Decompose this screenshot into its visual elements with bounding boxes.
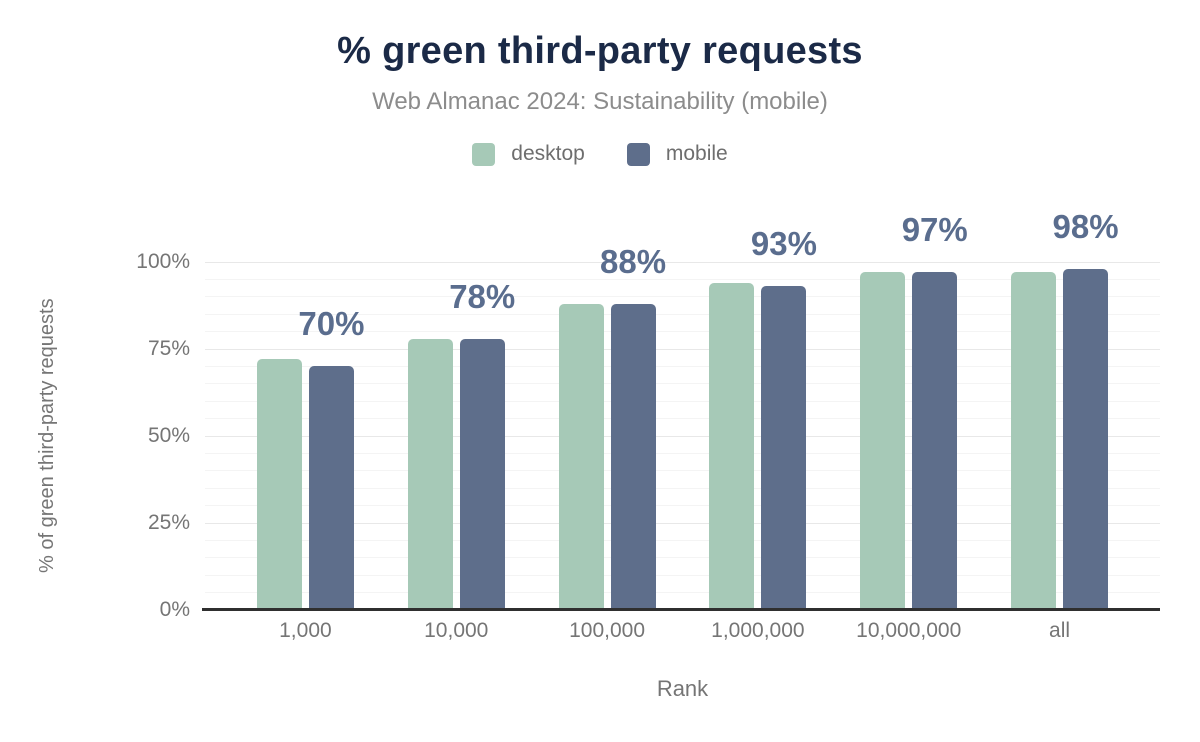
data-label-all: 98%	[1052, 207, 1119, 245]
gridline-85	[205, 313, 1160, 315]
x-tick-label-1000: 1,000	[279, 619, 332, 642]
bar-desktop-100000[interactable]	[558, 303, 604, 610]
gridline-45	[205, 452, 1160, 454]
gridline-80	[205, 331, 1160, 333]
gridline-55	[205, 418, 1160, 420]
gridline-35	[205, 487, 1160, 489]
bar-mobile-10000000[interactable]	[912, 272, 958, 610]
y-tick-label-50: 50%	[147, 424, 190, 447]
x-tick-label-10000000: 10,000,000	[856, 619, 962, 642]
bar-mobile-1000[interactable]	[308, 366, 354, 610]
x-tick-label-10000: 10,000	[424, 619, 489, 642]
gridline-15	[205, 557, 1160, 559]
bar-desktop-10000[interactable]	[407, 338, 453, 610]
gridline-75	[205, 348, 1160, 350]
legend: desktop mobile	[0, 142, 1200, 166]
gridline-90	[205, 296, 1160, 298]
chart-title: % green third-party requests	[337, 30, 863, 72]
gridline-5	[205, 592, 1160, 594]
gridline-70	[205, 365, 1160, 367]
gridline-10	[205, 574, 1160, 576]
gridline-50	[205, 435, 1160, 437]
gridline-95	[205, 278, 1160, 280]
data-label-1000000: 93%	[750, 225, 817, 263]
y-tick-label-0: 0%	[159, 598, 190, 621]
x-axis-tick-labels: 1,000 10,000 100,000 1,000,000 10,000,000 all	[205, 619, 1160, 643]
x-tick-label-100000: 100,000	[569, 619, 646, 642]
gridline-60	[205, 400, 1160, 402]
chart-subtitle: Web Almanac 2024: Sustainability (mobile…	[372, 88, 828, 115]
bar-mobile-all[interactable]	[1063, 268, 1109, 610]
bar-groups: 70% 78% 88% 93% 97% 98%	[205, 210, 1160, 610]
gridline-20	[205, 539, 1160, 541]
gridline-65	[205, 383, 1160, 385]
plot-area: 70% 78% 88% 93% 97% 98%	[202, 210, 1160, 611]
y-axis-tick-labels: 0% 25% 50% 75% 100%	[0, 250, 190, 621]
bar-mobile-10000[interactable]	[459, 338, 505, 610]
bar-desktop-10000000[interactable]	[860, 272, 906, 610]
bar-desktop-1000000[interactable]	[709, 282, 755, 610]
data-label-100000: 88%	[600, 242, 667, 280]
x-axis-title: Rank	[656, 676, 709, 701]
legend-swatch-mobile	[626, 142, 650, 166]
legend-swatch-desktop	[472, 142, 496, 166]
bar-mobile-100000[interactable]	[610, 303, 656, 610]
y-tick-label-100: 100%	[136, 250, 190, 273]
bar-group-10000: 78%	[381, 262, 532, 610]
x-tick-label-all: all	[1049, 619, 1071, 642]
bar-group-10000000: 97%	[833, 213, 984, 610]
bar-desktop-1000[interactable]	[256, 359, 302, 610]
bar-mobile-1000000[interactable]	[761, 286, 807, 610]
data-label-10000: 78%	[449, 277, 516, 315]
data-label-1000: 70%	[298, 305, 365, 343]
gridline-40	[205, 470, 1160, 472]
y-tick-label-75: 75%	[147, 337, 190, 360]
data-label-10000000: 97%	[901, 211, 968, 249]
legend-item-mobile[interactable]: mobile	[626, 142, 728, 166]
bar-group-1000: 70%	[230, 262, 381, 610]
legend-item-desktop[interactable]: desktop	[472, 142, 585, 166]
legend-label-mobile: mobile	[665, 142, 728, 165]
bar-group-100000: 88%	[532, 245, 683, 610]
bar-group-all: 98%	[984, 210, 1135, 610]
gridline-100	[205, 261, 1160, 263]
bar-desktop-all[interactable]	[1011, 272, 1057, 610]
x-tick-label-1000000: 1,000,000	[711, 619, 805, 642]
gridline-25	[205, 522, 1160, 524]
y-tick-label-25: 25%	[147, 511, 190, 534]
bar-group-1000000: 93%	[682, 227, 833, 610]
legend-label-desktop: desktop	[511, 142, 585, 165]
x-axis-line	[202, 608, 1160, 611]
gridline-30	[205, 505, 1160, 507]
